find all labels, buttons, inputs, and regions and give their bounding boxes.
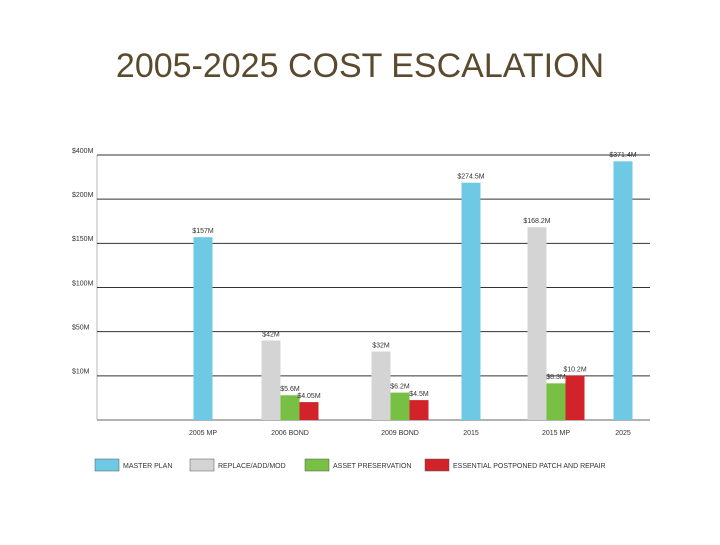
data-label: $32M [372,342,390,349]
bar [613,161,633,420]
bar [193,237,213,420]
bar [371,351,391,420]
legend-label: MASTER PLAN [123,463,172,470]
data-label: $10.2M [563,366,587,373]
bar [565,375,585,420]
bar [390,392,410,420]
y-tick-label: $50M [72,325,90,332]
legend-swatch [424,458,450,472]
legend-label: ESSENTIAL POSTPONED PATCH AND REPAIR [453,463,606,470]
x-tick-label: 2015 MP [542,430,570,437]
legend-swatch [94,458,120,472]
data-label: $371.4M [609,152,636,159]
data-label: $4.5M [409,391,429,398]
y-tick-label: $400M [72,148,94,155]
x-tick-label: 2025 [615,430,631,437]
y-tick-label: $100M [72,280,94,287]
data-label: $42M [262,331,280,338]
data-label: $274.5M [457,174,484,181]
data-label: $157M [192,228,214,235]
data-label: $8.3M [546,374,566,381]
x-tick-label: 2009 BOND [381,430,419,437]
bar [280,395,300,420]
data-label: $6.2M [390,383,410,390]
y-tick-label: $10M [72,369,90,376]
data-label: $4.05M [297,393,321,400]
legend-label: REPLACE/ADD/MOD [218,463,286,470]
bar [299,402,319,420]
legend-swatch [189,458,215,472]
y-tick-label: $150M [72,236,94,243]
bar [261,340,281,420]
x-tick-label: 2005 MP [189,430,217,437]
data-label: $168.2M [523,218,550,225]
bar [461,182,481,420]
bar [527,227,547,420]
chart-title: 2005-2025 COST ESCALATION [116,47,604,85]
x-tick-label: 2006 BOND [271,430,309,437]
x-tick-label: 2015 [463,430,479,437]
bar [409,400,429,420]
y-tick-label: $200M [72,192,94,199]
legend-swatch [304,458,330,472]
bar [546,383,566,420]
legend-label: ASSET PRESERVATION [333,463,411,470]
data-label: $5.6M [280,386,300,393]
